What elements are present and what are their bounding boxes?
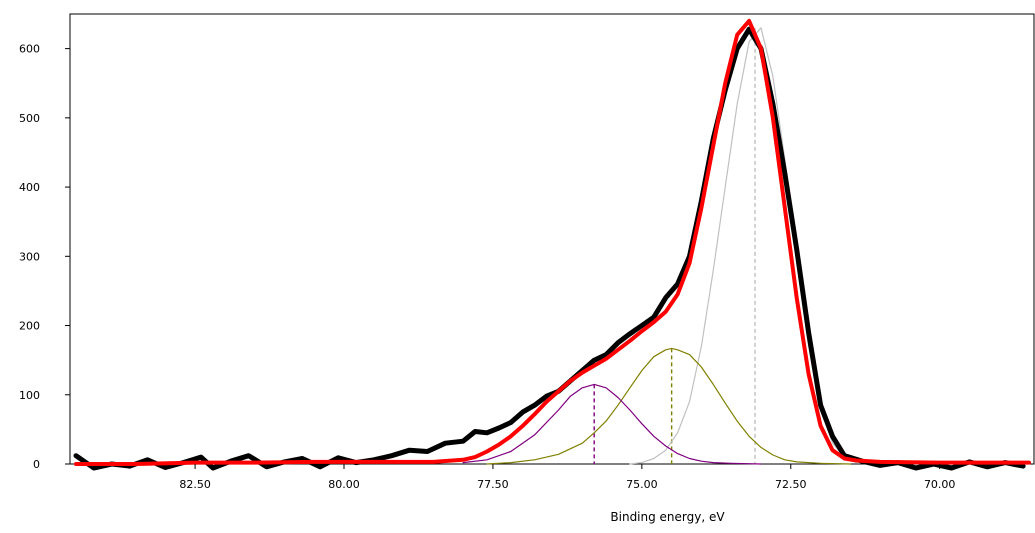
y-axis: 0 100 200 300 400 500 600	[19, 43, 70, 471]
x-axis: 82.50 80.00 77.50 75.00 72.50 70.00	[179, 464, 955, 491]
y-tick-label: 300	[19, 250, 40, 263]
x-tick-label: 72.50	[775, 478, 807, 491]
series-line-component-2	[486, 347, 851, 465]
y-tick-label: 500	[19, 112, 40, 125]
series-layer	[73, 18, 1031, 471]
x-tick-label: 80.00	[328, 478, 360, 491]
series-line-component-1	[462, 383, 762, 465]
x-tick-label: 70.00	[924, 478, 956, 491]
y-tick-label: 400	[19, 181, 40, 194]
y-tick-label: 600	[19, 43, 40, 56]
x-axis-title: Binding energy, eV	[610, 510, 725, 524]
y-tick-label: 200	[19, 320, 40, 333]
y-tick-label: 100	[19, 389, 40, 402]
series-line-fit-envelope	[74, 18, 1031, 466]
peak-center-markers	[593, 27, 756, 464]
x-tick-label: 75.00	[626, 478, 658, 491]
x-tick-label: 77.50	[477, 478, 509, 491]
y-tick-label: 0	[33, 458, 40, 471]
plot-frame	[69, 13, 1035, 465]
x-tick-label: 82.50	[179, 478, 211, 491]
plot-border	[69, 13, 1035, 465]
